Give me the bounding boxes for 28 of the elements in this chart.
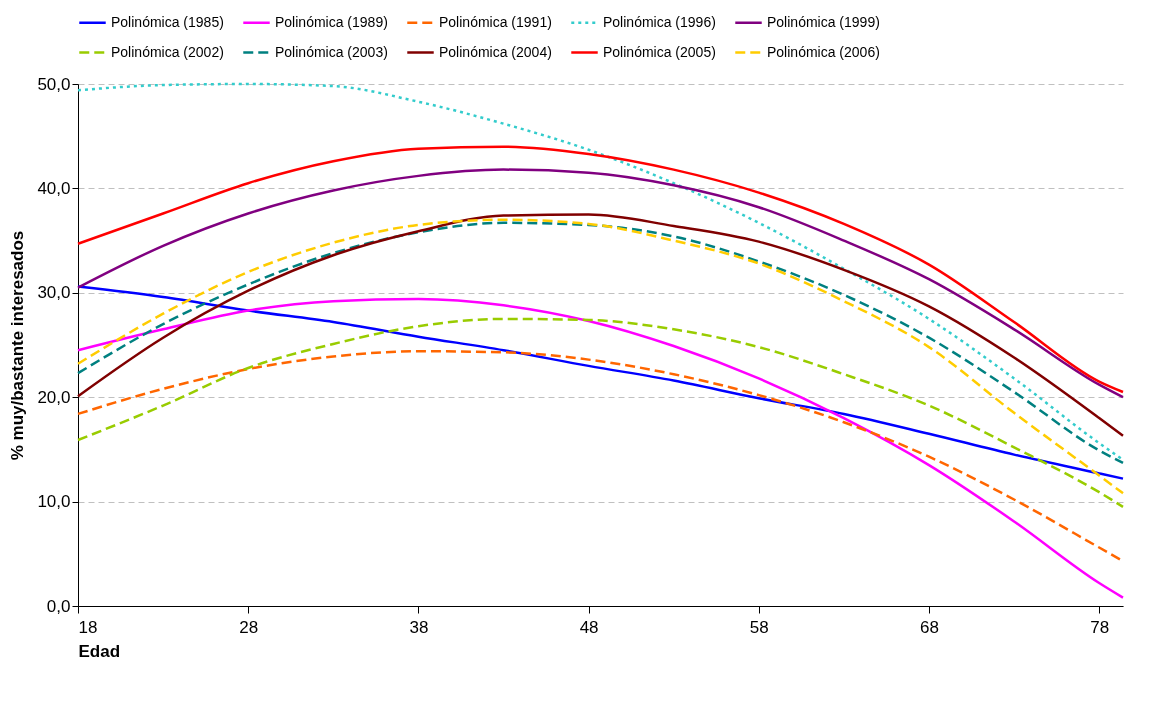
line-series [76,297,1125,599]
y-tick-label: 40,0 [37,178,71,198]
legend-label: Polinómica (1999) [767,13,880,30]
legend-label: Polinómica (1996) [603,13,716,30]
y-tick-label: 30,0 [37,283,71,303]
x-tick-label: 58 [749,617,769,637]
legend-label: Polinómica (2006) [767,43,880,60]
line-series [76,285,1125,480]
x-tick-label: 28 [239,617,259,637]
legend-label: Polinómica (1991) [439,13,552,30]
x-tick-label: 38 [409,617,429,637]
y-axis-title: % muy/bastante interesados [8,230,28,461]
legend-label: Polinómica (2004) [439,43,552,60]
legend-label: Polinómica (1985) [111,13,224,30]
y-tick-label: 50,0 [37,74,71,94]
y-tick-label: 0,0 [46,596,71,616]
y-tick-label: 20,0 [37,387,71,407]
legend-label: Polinómica (1989) [275,13,388,30]
x-tick-label: 48 [579,617,599,637]
legend-label: Polinómica (2002) [111,43,224,60]
x-axis-title: Edad [78,641,121,661]
x-tick-label: 68 [920,617,939,637]
legend-label: Polinómica (2005) [603,43,716,60]
legend-label: Polinómica (2003) [275,43,388,60]
line-series [76,317,1125,509]
x-tick-label: 18 [78,617,98,637]
y-tick-label: 10,0 [37,492,71,512]
x-tick-label: 78 [1090,617,1110,637]
